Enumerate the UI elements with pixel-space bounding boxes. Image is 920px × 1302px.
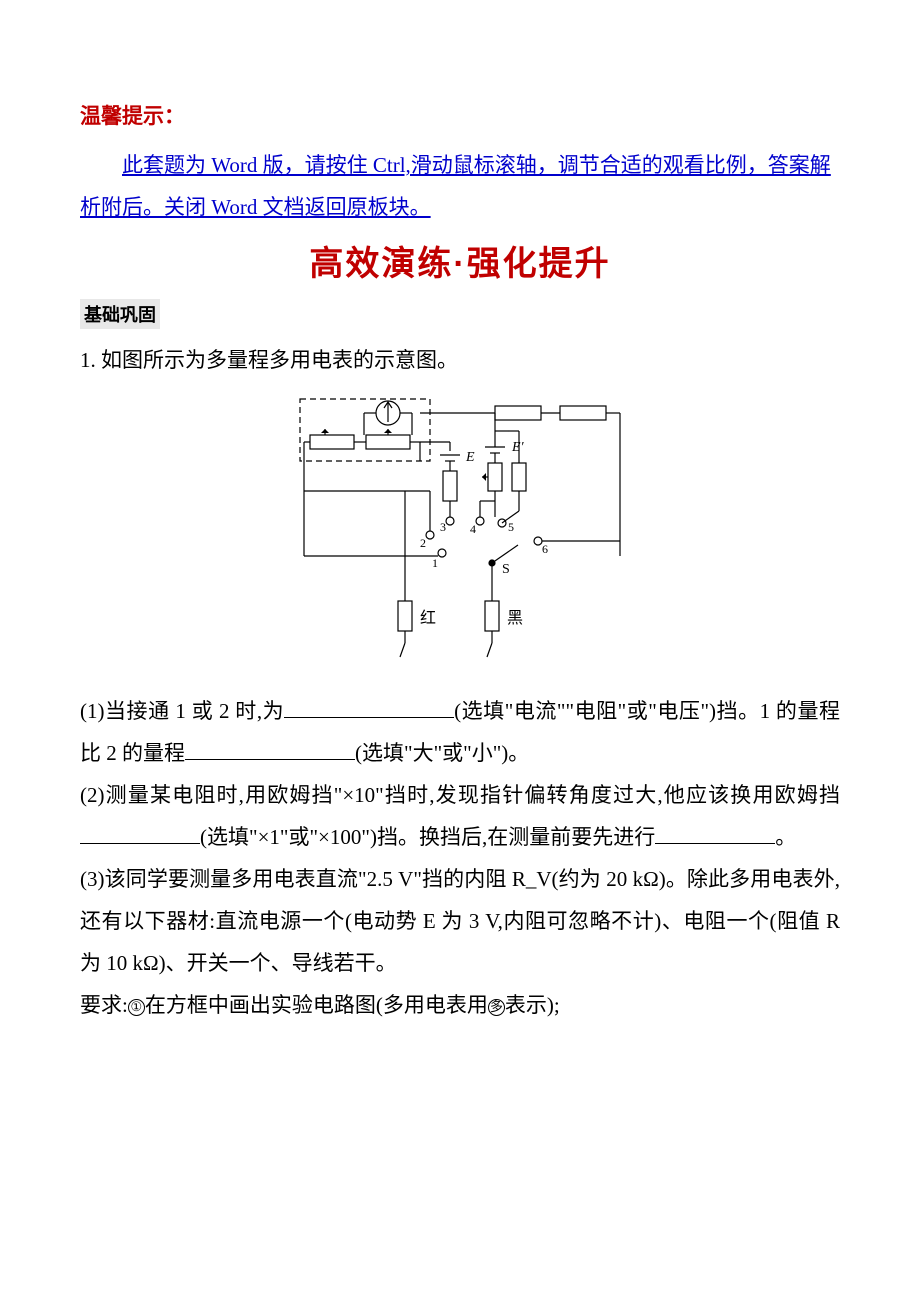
blank (284, 696, 454, 718)
terminal-1: 1 (432, 556, 438, 570)
q1-p4-a: 要求: (80, 993, 128, 1017)
q1-part3: (3)该同学要测量多用电表直流"2.5 V"挡的内阻 R_V(约为 20 kΩ)… (80, 858, 840, 984)
terminal-2: 2 (420, 536, 426, 550)
q1-p1-c: (选填"大"或"小")。 (355, 741, 529, 765)
hint-label: 温馨提示： (80, 100, 840, 130)
label-E: E (465, 450, 475, 465)
q1-p4-b: 在方框中画出实验电路图(多用电表用 (145, 993, 488, 1017)
q1-stem: 1. 如图所示为多量程多用电表的示意图。 (80, 339, 840, 381)
q1-part4: 要求:①在方框中画出实验电路图(多用电表用多表示); (80, 984, 840, 1026)
hint-body: 此套题为 Word 版，请按住 Ctrl,滑动鼠标滚轴，调节合适的观看比例，答案… (80, 144, 840, 228)
main-title: 高效演练·强化提升 (80, 236, 840, 285)
terminal-3: 3 (440, 520, 446, 534)
label-black: 黑 (507, 610, 523, 627)
circuit-svg: E 3 E′ (280, 391, 640, 671)
label-red: 红 (420, 609, 436, 627)
blank (185, 738, 355, 760)
circled-multi-icon: 多 (488, 999, 505, 1016)
terminal-4: 4 (470, 522, 476, 536)
q1-p1-a: (1)当接通 1 或 2 时,为 (80, 699, 284, 723)
circuit-figure: E 3 E′ (80, 391, 840, 676)
q1-part2: (2)测量某电阻时,用欧姆挡"×10"挡时,发现指针偏转角度过大,他应该换用欧姆… (80, 774, 840, 858)
page: 温馨提示： 此套题为 Word 版，请按住 Ctrl,滑动鼠标滚轴，调节合适的观… (0, 0, 920, 1086)
circled-1-icon: ① (128, 999, 145, 1016)
q1-p2-b: (选填"×1"或"×100")挡。换挡后,在测量前要先进行 (200, 825, 655, 849)
q1-part1: (1)当接通 1 或 2 时,为(选填"电流""电阻"或"电压")挡。1 的量程… (80, 690, 840, 774)
label-Eprime: E′ (511, 440, 525, 455)
q1-p2-a: (2)测量某电阻时,用欧姆挡"×10"挡时,发现指针偏转角度过大,他应该换用欧姆… (80, 783, 840, 807)
blank (80, 822, 200, 844)
q1-p2-c: 。 (775, 825, 796, 849)
terminal-5: 5 (508, 520, 514, 534)
terminal-6: 6 (542, 542, 548, 556)
label-S: S (502, 562, 510, 577)
q1-p4-c: 表示); (505, 993, 560, 1017)
section-tag: 基础巩固 (80, 299, 160, 329)
blank (655, 822, 775, 844)
